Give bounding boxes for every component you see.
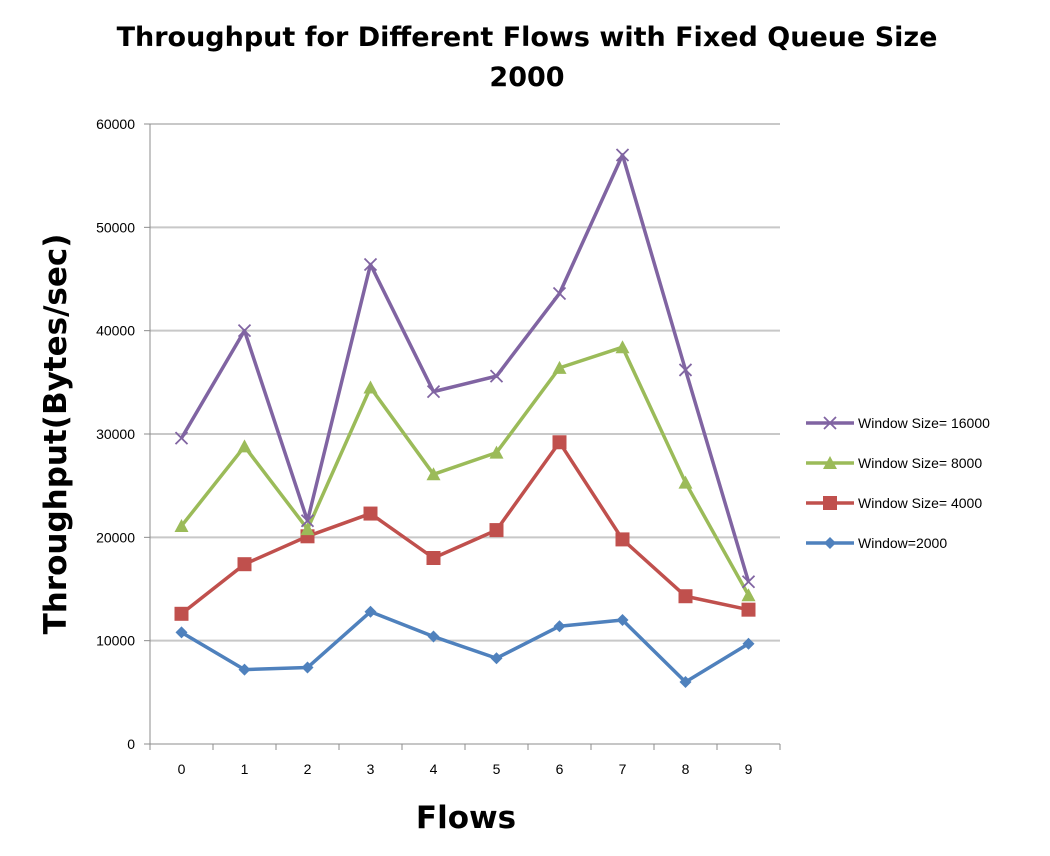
- data-point: [237, 439, 252, 453]
- series-line: [180, 345, 751, 597]
- data-point: [678, 475, 693, 489]
- data-point: [679, 676, 692, 688]
- x-tick-label: 1: [241, 761, 249, 777]
- series-triangle: [174, 340, 756, 602]
- y-axis-label: Throughput(Bytes/sec): [38, 234, 74, 635]
- data-point: [553, 620, 566, 633]
- data-point: [678, 589, 693, 604]
- x-tick-label: 8: [682, 761, 690, 777]
- data-point: [552, 286, 567, 301]
- data-point: [616, 614, 629, 626]
- series-diamond: [175, 605, 755, 688]
- series-line: [180, 609, 750, 684]
- y-tick-label: 60000: [96, 116, 135, 132]
- data-point: [678, 363, 693, 377]
- data-point: [174, 518, 189, 532]
- legend-marker: [824, 537, 836, 549]
- y-tick-labels: 0 10000 20000 30000 40000 50000 60000: [96, 116, 135, 752]
- data-point: [741, 602, 756, 617]
- data-point: [615, 340, 630, 354]
- x-tick-label: 9: [745, 761, 753, 777]
- data-point: [174, 431, 189, 445]
- x-tick-label: 4: [430, 761, 438, 777]
- legend-entry: Window Size= 4000: [806, 495, 982, 511]
- data-point: [552, 435, 567, 450]
- data-point: [615, 532, 630, 547]
- x-tick-label: 7: [619, 761, 627, 777]
- data-point: [238, 663, 251, 676]
- legend-marker: [823, 496, 837, 510]
- data-point: [742, 637, 755, 650]
- x-tick-label: 3: [367, 761, 375, 777]
- legend-label: Window Size= 4000: [858, 495, 982, 511]
- data-point: [300, 522, 315, 536]
- x-tick-label: 5: [493, 761, 501, 777]
- data-point: [363, 257, 378, 272]
- x-axis-label: Flows: [416, 800, 516, 836]
- data-point: [489, 523, 504, 538]
- y-tick-label: 40000: [96, 323, 135, 339]
- axes: [149, 124, 781, 750]
- x-tick-labels: 0 1 2 3 4 5 6 7 8 9: [178, 761, 753, 777]
- chart-title: Throughput for Different Flows with Fixe…: [117, 22, 938, 53]
- series-x: [174, 148, 756, 589]
- data-point: [741, 588, 756, 602]
- y-tick-label: 50000: [96, 219, 135, 235]
- x-tick-label: 2: [304, 761, 312, 777]
- data-point: [427, 630, 440, 643]
- data-point: [363, 380, 378, 394]
- legend: Window Size= 16000 Window Size= 8000 Windo…: [806, 415, 990, 551]
- series-group: [174, 148, 756, 688]
- series-line: [180, 440, 749, 616]
- data-point: [237, 557, 252, 572]
- chart-title-line2: 2000: [489, 62, 564, 93]
- data-point: [741, 575, 756, 589]
- x-tick-label: 6: [556, 761, 564, 777]
- data-point: [615, 148, 630, 162]
- legend-marker: [823, 416, 837, 430]
- data-point: [426, 551, 441, 565]
- data-point: [237, 324, 252, 338]
- legend-entry: Window=2000: [806, 535, 947, 551]
- x-tick-label: 0: [178, 761, 186, 777]
- data-point: [300, 514, 315, 528]
- data-point: [552, 360, 567, 374]
- y-tick-label: 20000: [96, 529, 135, 545]
- data-point: [301, 661, 314, 674]
- legend-label: Window=2000: [858, 535, 947, 551]
- data-point: [489, 445, 504, 459]
- data-point: [364, 605, 377, 618]
- data-point: [490, 652, 503, 665]
- y-tick-label: 0: [127, 736, 135, 752]
- legend-entry: Window Size= 8000: [806, 455, 982, 471]
- series-square: [174, 435, 756, 621]
- data-point: [174, 606, 189, 621]
- data-point: [426, 467, 441, 481]
- y-tick-label: 30000: [96, 426, 135, 442]
- gridlines: [144, 123, 780, 745]
- data-point: [426, 384, 441, 399]
- legend-label: Window Size= 16000: [858, 415, 990, 431]
- data-point: [175, 626, 188, 639]
- legend-entry: Window Size= 16000: [806, 415, 990, 431]
- legend-label: Window Size= 8000: [858, 455, 982, 471]
- series-line: [179, 153, 751, 583]
- y-tick-label: 10000: [96, 633, 135, 649]
- data-point: [489, 369, 504, 383]
- legend-marker: [823, 456, 837, 469]
- data-point: [363, 506, 378, 521]
